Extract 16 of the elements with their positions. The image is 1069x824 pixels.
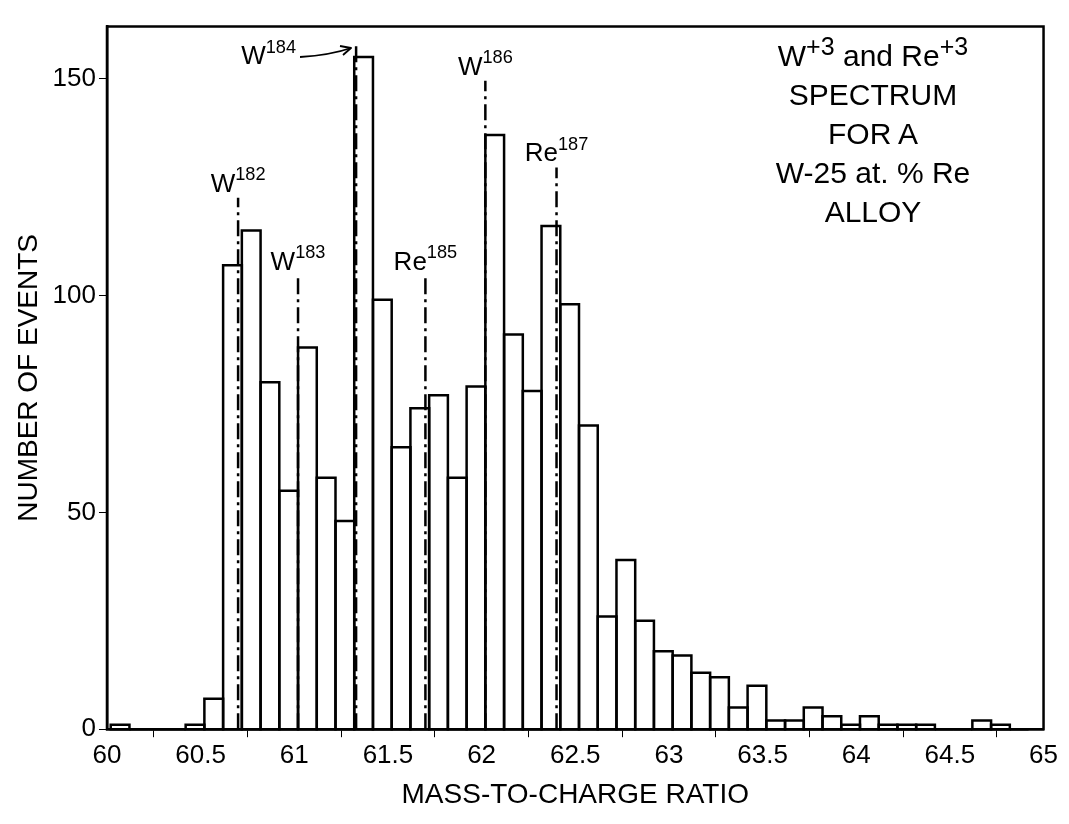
x-tick-label: 64.5 — [924, 738, 976, 769]
x-axis-title: MASS-TO-CHARGE RATIO — [401, 777, 749, 809]
x-tick-label: 60.5 — [175, 738, 226, 769]
x-tick-label: 62 — [467, 738, 497, 769]
x-tick-label: 64 — [841, 738, 871, 769]
y-axis-title: NUMBER OF EVENTS — [11, 233, 43, 522]
x-tick-label: 63.5 — [737, 738, 788, 769]
x-tick-label: 62.5 — [549, 738, 601, 769]
x-tick-label: 63 — [654, 738, 684, 769]
x-tick-label: 65 — [1029, 738, 1058, 769]
y-tick-label: 150 — [52, 61, 96, 92]
x-tick-label: 61 — [279, 738, 309, 769]
x-tick-label: 61.5 — [362, 738, 414, 769]
y-tick-label: 100 — [52, 278, 96, 309]
y-tick-label: 50 — [67, 495, 96, 526]
text: W$^{+3}$ and Re$^{+3}$ SPECTRUM FOR A W-25 at. % Re ALLOY — [774, 31, 972, 230]
